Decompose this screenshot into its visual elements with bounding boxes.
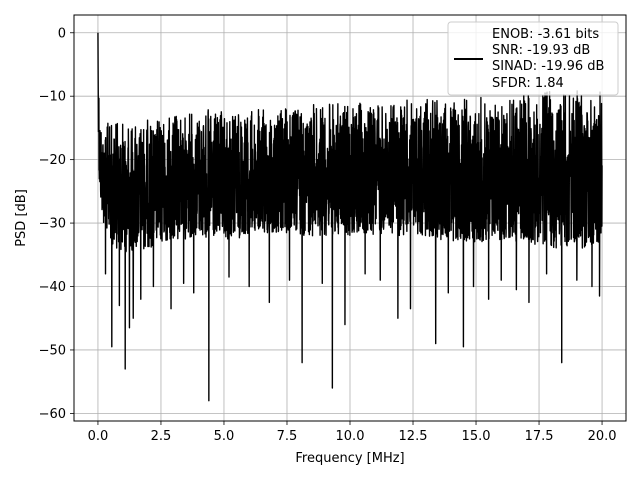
y-tick-label: −50 bbox=[39, 343, 66, 358]
legend: ENOB: -3.61 bits SNR: -19.93 dB SINAD: -… bbox=[447, 21, 619, 96]
y-tick-label: −60 bbox=[39, 407, 66, 422]
x-tick-label: 17.5 bbox=[525, 429, 554, 444]
y-tick-label: −10 bbox=[39, 90, 66, 105]
legend-sfdr: SFDR: 1.84 bbox=[492, 76, 564, 91]
x-tick-label: 12.5 bbox=[399, 429, 428, 444]
x-axis-label: Frequency [MHz] bbox=[295, 451, 404, 466]
x-tick-label: 0.0 bbox=[88, 429, 109, 444]
y-tick-label: 0 bbox=[58, 26, 66, 41]
legend-enob: ENOB: -3.61 bits bbox=[492, 27, 599, 42]
y-tick-label: −20 bbox=[39, 153, 66, 168]
psd-series bbox=[97, 32, 603, 402]
legend-box bbox=[447, 21, 619, 96]
x-tick-label: 2.5 bbox=[151, 429, 172, 444]
y-tick-label: −40 bbox=[39, 280, 66, 295]
x-tick-label: 15.0 bbox=[462, 429, 491, 444]
legend-sinad: SINAD: -19.96 dB bbox=[492, 59, 604, 74]
x-tick-label: 20.0 bbox=[588, 429, 617, 444]
y-axis-ticks: 0 −10 −20 −30 −40 −50 −60 bbox=[39, 26, 74, 422]
x-tick-label: 5.0 bbox=[214, 429, 235, 444]
y-axis-label: PSD [dB] bbox=[14, 189, 29, 247]
x-axis-ticks: 0.0 2.5 5.0 7.5 10.0 12.5 15.0 17.5 20.0 bbox=[88, 421, 617, 444]
x-tick-label: 10.0 bbox=[336, 429, 365, 444]
legend-snr: SNR: -19.93 dB bbox=[492, 43, 590, 58]
psd-line bbox=[97, 32, 603, 402]
y-tick-label: −30 bbox=[39, 217, 66, 232]
x-tick-label: 7.5 bbox=[277, 429, 298, 444]
